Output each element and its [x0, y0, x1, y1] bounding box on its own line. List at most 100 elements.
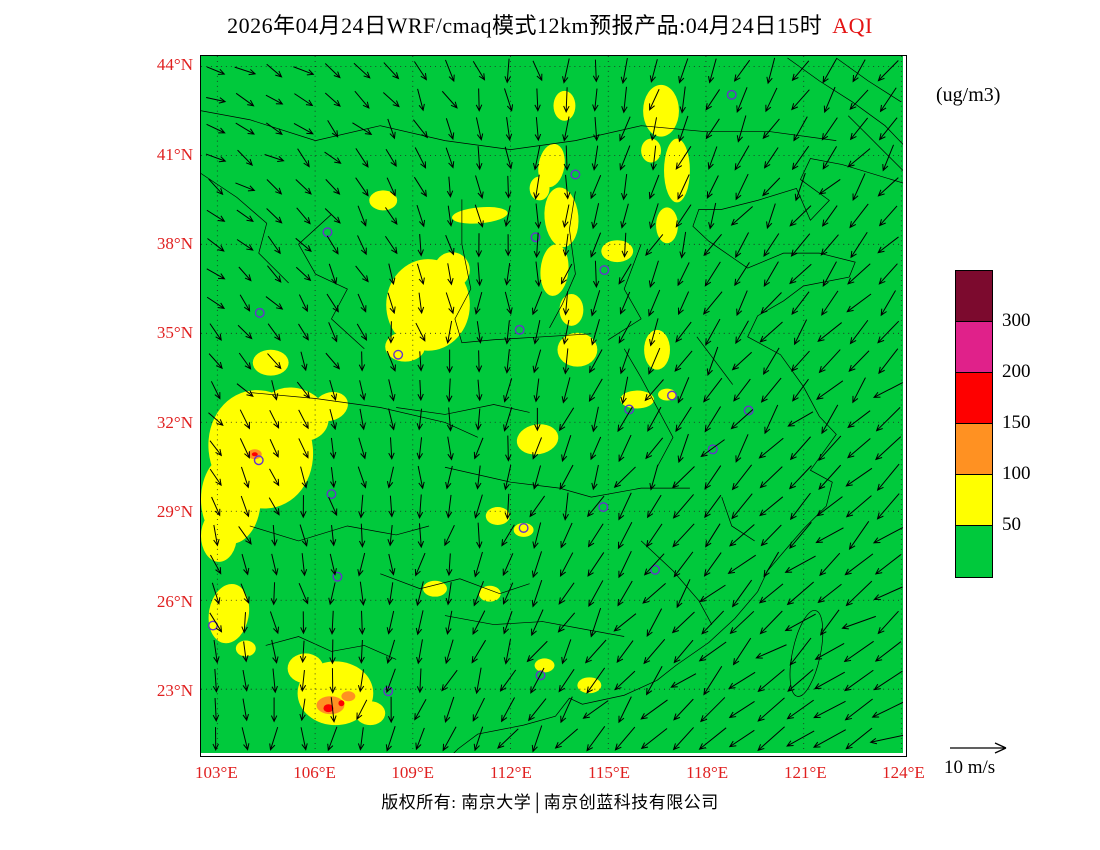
city-marker: [326, 489, 337, 500]
city-marker: [598, 502, 609, 513]
x-tick-label: 106°E: [293, 763, 336, 782]
city-marker: [650, 564, 661, 575]
city-marker: [599, 265, 610, 276]
aqi-patch: [452, 207, 508, 224]
map-area: [200, 55, 907, 757]
legend-cell: [956, 526, 992, 577]
city-marker: [535, 670, 546, 681]
province-border: [201, 110, 837, 150]
graticule: [201, 56, 903, 753]
page-title: 2026年04月24日WRF/cmaq模式12km预报产品:04月24日15时 A…: [0, 8, 1100, 40]
legend-cell: [956, 373, 992, 424]
aqi-patch: [656, 207, 678, 244]
province-border: [444, 466, 690, 498]
city-marker: [514, 324, 525, 335]
province-border: [696, 336, 734, 385]
y-tick-label: 23°N: [156, 680, 193, 700]
aqi-patch: [513, 522, 534, 537]
aqi-patch: [557, 332, 598, 367]
aqi-patch: [369, 190, 398, 211]
province-border: [640, 540, 713, 625]
city-marker: [393, 349, 404, 360]
aqi-patch: [664, 138, 690, 203]
x-tick-label: 121°E: [783, 763, 827, 782]
aqi-patch: [235, 640, 256, 657]
y-tick-label: 32°N: [156, 412, 193, 432]
city-marker: [624, 404, 635, 415]
aqi-patch: [434, 252, 470, 289]
wind-arrows-layer: [205, 57, 903, 753]
x-tick-label: 115°E: [587, 763, 631, 782]
legend-tick-label: 100: [1002, 463, 1031, 484]
province-border: [249, 392, 478, 438]
province-border: [836, 57, 902, 103]
province-border: [549, 191, 576, 328]
aqi-patch: [601, 240, 634, 263]
province-border: [623, 348, 674, 468]
y-tick-label: 29°N: [156, 502, 193, 522]
aqi-patch: [641, 138, 662, 163]
city-marker: [707, 444, 718, 455]
aqi-patch: [620, 390, 655, 409]
aqi-patch: [553, 90, 576, 121]
province-border: [298, 214, 365, 349]
city-marker: [254, 307, 265, 318]
legend-cell: [956, 424, 992, 475]
y-tick-label: 26°N: [156, 591, 193, 611]
title-main: 2026年04月24日WRF/cmaq模式12km预报产品:04月24日15时: [227, 13, 823, 38]
x-tick-label: 124°E: [882, 763, 925, 782]
boundaries-layer: [201, 57, 903, 753]
city-marker: [518, 522, 529, 533]
province-border: [444, 615, 625, 637]
aqi-patch: [208, 583, 250, 644]
wind-scale-arrow-icon: [948, 740, 1018, 761]
province-border: [847, 115, 903, 171]
legend-tick-label: 200: [1002, 361, 1031, 382]
aqi-patch: [478, 585, 501, 602]
province-border: [608, 244, 642, 341]
aqi-patch: [251, 452, 258, 457]
city-marker: [570, 169, 581, 180]
province-border: [249, 525, 430, 542]
aqi-patch: [559, 293, 584, 326]
aqi-patch: [338, 700, 345, 707]
y-tick-label: 35°N: [156, 323, 193, 343]
city-marker: [332, 571, 343, 582]
aqi-patch: [385, 331, 426, 362]
city-marker: [726, 89, 737, 100]
coastline: [453, 158, 903, 753]
aqi-patch: [577, 677, 602, 694]
city-marker: [530, 232, 541, 243]
x-tick-label: 118°E: [686, 763, 729, 782]
x-tick-label: 112°E: [489, 763, 532, 782]
province-border: [721, 496, 755, 542]
province-border: [454, 199, 592, 344]
wind-scale-label: 10 m/s: [944, 757, 996, 778]
aqi-patch: [516, 424, 559, 455]
aqi-patch: [252, 349, 289, 376]
aqi-patch: [423, 580, 447, 597]
map-svg: [201, 56, 903, 753]
legend-cell: [956, 475, 992, 526]
aqi-patch: [534, 658, 555, 673]
legend-cell: [956, 322, 992, 373]
copyright-footer: 版权所有: 南京大学│南京创蓝科技有限公司: [381, 793, 719, 812]
legend-cell: [956, 271, 992, 322]
province-border: [201, 173, 289, 284]
aqi-patch: [643, 84, 679, 137]
city-marker: [667, 390, 677, 401]
y-tick-label: 41°N: [156, 144, 193, 164]
aqi-patch: [644, 329, 670, 370]
x-tick-label: 103°E: [195, 763, 238, 782]
aqi-patch: [323, 704, 334, 713]
aqi-patch: [287, 653, 324, 684]
y-tick-label: 44°N: [156, 55, 193, 75]
aqi-patch: [485, 507, 510, 525]
legend-tick-label: 150: [1002, 412, 1031, 433]
y-tick-label: 38°N: [156, 234, 193, 254]
legend-tick-label: 300: [1002, 310, 1031, 331]
aqi-patch: [201, 510, 237, 562]
units-label: (ug/m3): [936, 84, 1001, 106]
aqi-patch: [341, 691, 356, 702]
